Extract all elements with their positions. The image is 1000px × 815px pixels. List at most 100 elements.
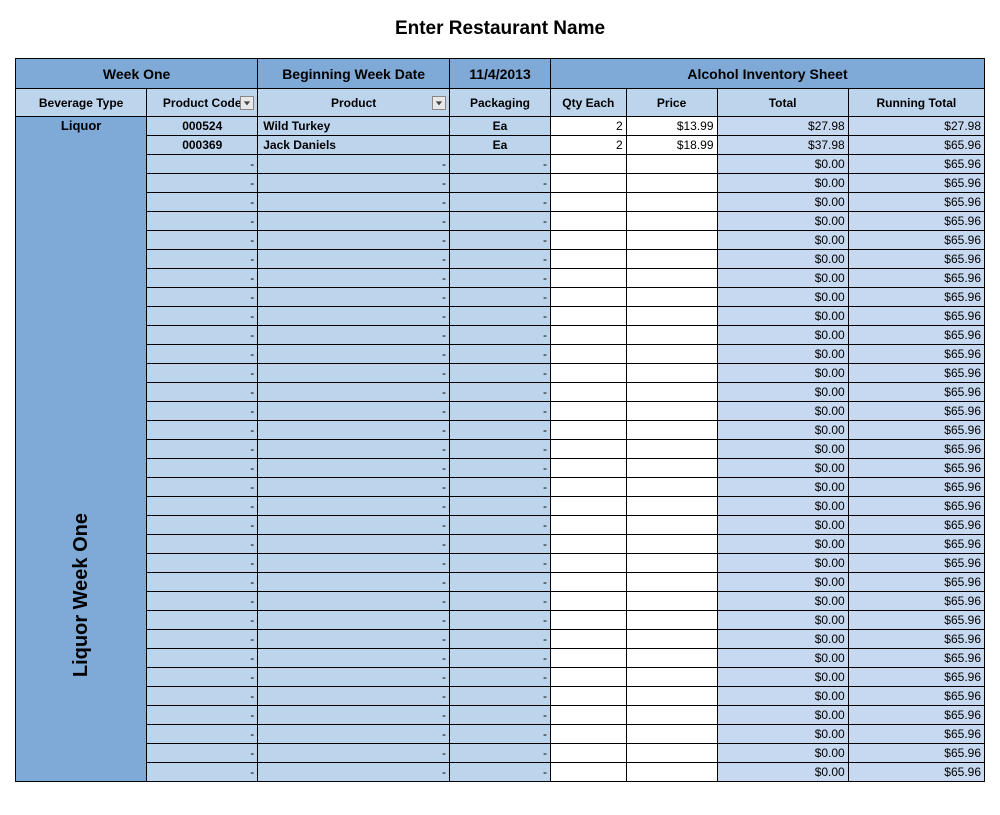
cell-price[interactable] xyxy=(626,573,717,592)
cell-packaging[interactable]: - xyxy=(450,364,551,383)
cell-product[interactable]: - xyxy=(258,383,450,402)
cell-qty[interactable] xyxy=(550,554,626,573)
cell-price[interactable] xyxy=(626,535,717,554)
cell-code[interactable]: - xyxy=(147,440,258,459)
cell-packaging[interactable]: - xyxy=(450,193,551,212)
cell-packaging[interactable]: - xyxy=(450,725,551,744)
cell-qty[interactable] xyxy=(550,535,626,554)
cell-packaging[interactable]: - xyxy=(450,554,551,573)
cell-product[interactable]: - xyxy=(258,307,450,326)
cell-qty[interactable] xyxy=(550,288,626,307)
cell-packaging[interactable]: - xyxy=(450,345,551,364)
cell-code[interactable]: - xyxy=(147,421,258,440)
cell-code[interactable]: - xyxy=(147,573,258,592)
cell-product[interactable]: - xyxy=(258,763,450,782)
cell-qty[interactable] xyxy=(550,592,626,611)
cell-code[interactable]: - xyxy=(147,250,258,269)
cell-price[interactable] xyxy=(626,174,717,193)
cell-code[interactable]: - xyxy=(147,744,258,763)
cell-product[interactable]: - xyxy=(258,611,450,630)
cell-product[interactable]: - xyxy=(258,706,450,725)
cell-packaging[interactable]: - xyxy=(450,231,551,250)
cell-product[interactable]: - xyxy=(258,459,450,478)
cell-product[interactable]: Jack Daniels xyxy=(258,136,450,155)
cell-price[interactable] xyxy=(626,269,717,288)
cell-product[interactable]: - xyxy=(258,725,450,744)
cell-packaging[interactable]: - xyxy=(450,421,551,440)
cell-packaging[interactable]: - xyxy=(450,269,551,288)
cell-price[interactable] xyxy=(626,421,717,440)
cell-code[interactable]: - xyxy=(147,668,258,687)
cell-product[interactable]: - xyxy=(258,478,450,497)
cell-price[interactable] xyxy=(626,516,717,535)
cell-code[interactable]: - xyxy=(147,345,258,364)
cell-product[interactable]: - xyxy=(258,345,450,364)
cell-product[interactable]: - xyxy=(258,250,450,269)
cell-price[interactable] xyxy=(626,630,717,649)
cell-price[interactable] xyxy=(626,345,717,364)
cell-qty[interactable] xyxy=(550,383,626,402)
cell-product[interactable]: - xyxy=(258,630,450,649)
cell-qty[interactable] xyxy=(550,212,626,231)
cell-price[interactable] xyxy=(626,687,717,706)
cell-code[interactable]: - xyxy=(147,231,258,250)
cell-product[interactable]: - xyxy=(258,649,450,668)
cell-price[interactable] xyxy=(626,554,717,573)
cell-packaging[interactable]: - xyxy=(450,174,551,193)
cell-qty[interactable] xyxy=(550,250,626,269)
cell-code[interactable]: - xyxy=(147,193,258,212)
cell-price[interactable] xyxy=(626,155,717,174)
cell-product[interactable]: - xyxy=(258,402,450,421)
cell-product[interactable]: - xyxy=(258,535,450,554)
cell-price[interactable] xyxy=(626,193,717,212)
cell-code[interactable]: - xyxy=(147,269,258,288)
cell-code[interactable]: 000524 xyxy=(147,117,258,136)
cell-code[interactable]: - xyxy=(147,326,258,345)
cell-packaging[interactable]: - xyxy=(450,155,551,174)
cell-packaging[interactable]: - xyxy=(450,516,551,535)
cell-price[interactable] xyxy=(626,326,717,345)
cell-packaging[interactable]: - xyxy=(450,573,551,592)
cell-price[interactable] xyxy=(626,288,717,307)
cell-price[interactable] xyxy=(626,744,717,763)
cell-packaging[interactable]: - xyxy=(450,668,551,687)
cell-price[interactable] xyxy=(626,440,717,459)
cell-qty[interactable] xyxy=(550,231,626,250)
cell-product[interactable]: - xyxy=(258,326,450,345)
cell-code[interactable]: - xyxy=(147,630,258,649)
cell-qty[interactable] xyxy=(550,497,626,516)
cell-qty[interactable] xyxy=(550,345,626,364)
cell-code[interactable]: - xyxy=(147,383,258,402)
cell-price[interactable]: $13.99 xyxy=(626,117,717,136)
cell-code[interactable]: - xyxy=(147,649,258,668)
cell-qty[interactable] xyxy=(550,725,626,744)
cell-qty[interactable] xyxy=(550,573,626,592)
filter-dropdown-icon[interactable] xyxy=(432,96,446,110)
cell-price[interactable] xyxy=(626,668,717,687)
cell-code[interactable]: - xyxy=(147,535,258,554)
cell-qty[interactable]: 2 xyxy=(550,117,626,136)
cell-code[interactable]: - xyxy=(147,497,258,516)
cell-product[interactable]: - xyxy=(258,744,450,763)
cell-price[interactable]: $18.99 xyxy=(626,136,717,155)
cell-product[interactable]: - xyxy=(258,554,450,573)
cell-price[interactable] xyxy=(626,459,717,478)
cell-product[interactable]: Wild Turkey xyxy=(258,117,450,136)
cell-qty[interactable] xyxy=(550,611,626,630)
cell-packaging[interactable]: Ea xyxy=(450,117,551,136)
cell-code[interactable]: - xyxy=(147,706,258,725)
cell-code[interactable]: - xyxy=(147,725,258,744)
cell-product[interactable]: - xyxy=(258,421,450,440)
cell-code[interactable]: - xyxy=(147,402,258,421)
cell-qty[interactable] xyxy=(550,478,626,497)
cell-code[interactable]: - xyxy=(147,212,258,231)
cell-qty[interactable] xyxy=(550,630,626,649)
cell-qty[interactable] xyxy=(550,307,626,326)
cell-code[interactable]: - xyxy=(147,687,258,706)
cell-product[interactable]: - xyxy=(258,668,450,687)
cell-product[interactable]: - xyxy=(258,288,450,307)
cell-qty[interactable]: 2 xyxy=(550,136,626,155)
cell-code[interactable]: - xyxy=(147,478,258,497)
cell-price[interactable] xyxy=(626,592,717,611)
cell-qty[interactable] xyxy=(550,364,626,383)
